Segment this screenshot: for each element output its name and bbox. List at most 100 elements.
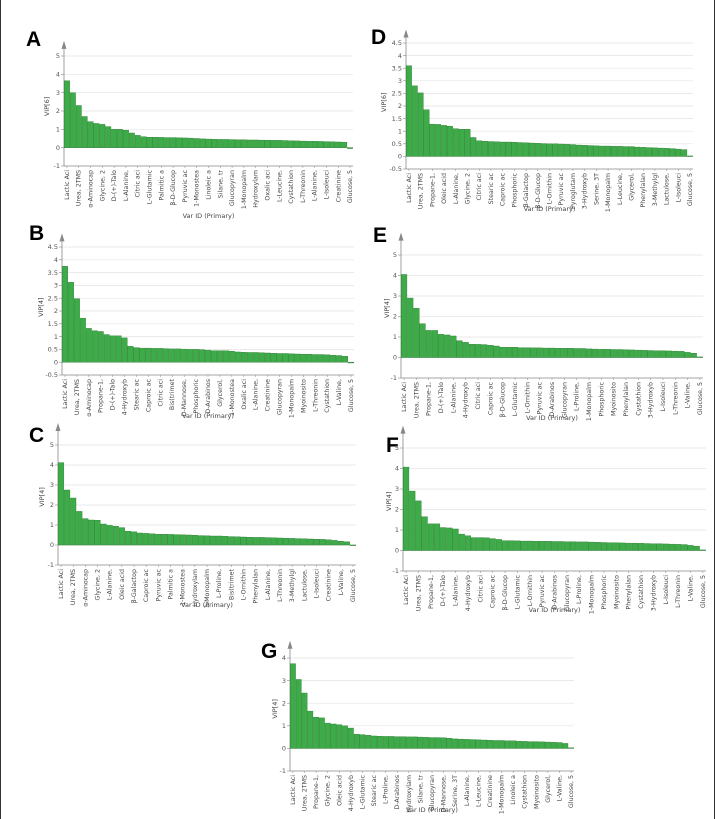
bar [446,527,453,551]
x-tick-label: Phenylalan [640,173,647,208]
bar [423,737,430,749]
bar [246,139,253,148]
bar [313,717,319,749]
bar [193,349,200,363]
bar [330,723,337,749]
bar [331,540,338,546]
bar [170,137,177,148]
bar [555,348,562,358]
x-tick-label: Phenylalan [623,382,630,417]
bar [336,355,343,363]
bar [240,139,247,148]
x-tick-label: 1-Monopalm [288,379,295,418]
x-tick-label: Hydroxylam [192,569,199,607]
x-tick-label: α-Aminocap [82,569,89,607]
x-tick-label: Palmitic a [158,170,165,201]
bar [634,146,641,157]
y-axis-arrow-icon [287,640,293,649]
bar [563,541,570,551]
x-tick-label: 3-Methylgl [652,173,659,207]
x-tick-label: L-Alanine, [312,170,319,201]
bar [376,735,383,749]
bar [536,347,543,358]
bar [429,123,436,157]
x-tick-label: Glucose, 5 [568,775,575,808]
x-tick-label: L-Valine, [338,569,345,595]
bar [103,334,110,363]
bar [498,740,505,749]
bar [441,125,447,157]
chart-panel-e: E -1 0 1 2 3 4 5 Lactic Aci Urea, 2TMS Propane-1, D… [373,224,704,422]
y-tick-label: 3 [282,677,286,685]
bar [452,528,459,551]
bar [619,542,626,551]
y-tick-label: 1.5 [48,320,58,328]
x-tick-label: Urea, 2TMS [70,569,77,605]
bar [594,542,601,551]
x-tick-label: L-Isoleuci [675,173,682,203]
y-tick-label: 3 [393,292,397,300]
x-axis-title: Var ID (Primary) [181,601,233,609]
bar [699,549,706,551]
y-tick-label: 4 [393,272,397,280]
x-tick-label: L-Glutamic [359,774,366,809]
y-tick-label: 1.5 [392,115,402,123]
bar [123,130,129,148]
x-tick-label: L-Valine, [557,775,564,801]
bar [73,298,80,363]
bar [644,543,651,551]
bar [579,348,586,358]
x-tick-label: L-Ornithin [547,173,554,204]
x-tick-label: L-Threonin [675,575,682,608]
x-tick-label: L-Alanine, [123,170,130,201]
bar [365,735,372,749]
x-tick-label: Caproic ac [500,172,507,206]
x-tick-label: D-Arabinos [552,575,559,610]
bar [306,354,313,363]
bar [106,525,113,546]
y-tick-label: 0 [50,541,54,549]
y-axis-arrow-icon [61,40,67,49]
bar [530,347,537,358]
x-tick-label: 1-Monopalm [241,170,248,209]
x-tick-label: 1-Monopalm [589,575,596,614]
bar [469,739,476,749]
bar [163,348,170,363]
bar [252,352,259,363]
bar [675,544,682,551]
bar [145,347,152,363]
panel-letter: D [371,26,386,49]
y-tick-label: 2 [393,313,397,321]
bar [463,739,470,749]
x-tick-label: α-Aminocap [88,170,95,208]
bar [187,349,194,363]
bar [501,540,509,551]
bar [672,350,679,358]
bar [489,538,496,551]
bar [100,523,107,546]
x-tick-label: Phosphoric [511,172,518,207]
bar [628,146,635,157]
x-tick-label: Serine, 3T [593,173,600,205]
x-tick-label: Urea, 2TMS [301,775,308,811]
bar [307,710,314,749]
bar [121,337,128,363]
x-tick-label: Glucopyran [277,379,284,415]
y-tick-label: 2.5 [392,90,402,98]
bar [562,743,569,749]
bar [140,136,147,148]
bar [164,137,171,148]
x-tick-label: L-Isoleuci [660,382,667,412]
x-tick-label: Pyruvic ac [182,169,189,202]
bar [240,352,247,363]
y-tick-label: 4.5 [392,39,402,47]
x-tick-label: Myoinosito [533,775,540,809]
x-tick-label: L-Valine, [685,382,692,408]
bar [582,541,589,551]
bar [570,541,577,551]
bar [330,355,337,363]
bar [246,352,253,363]
x-tick-label: Glucopyran [229,170,236,206]
x-tick-label: Phenylalan [626,575,633,610]
bar [488,141,494,157]
